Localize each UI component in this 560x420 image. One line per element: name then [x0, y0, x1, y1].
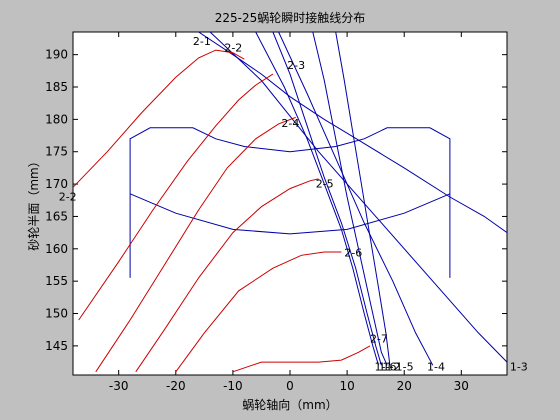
red-contact-line-2-6: [175, 251, 342, 373]
annotation-1-6: 1-6: [379, 360, 397, 373]
blue-line-wheel-outer-rim: [129, 127, 451, 278]
annotation-1-4: 1-4: [427, 360, 445, 373]
blue-line-contact-1-4: [278, 32, 434, 366]
red-contact-line-2-3: [78, 73, 274, 321]
blue-line-wheel-inner-arc: [129, 193, 451, 235]
annotation-2-4: 2-4: [281, 117, 299, 130]
x-tick-label: 0: [286, 379, 294, 393]
x-tick-label: 30: [454, 379, 469, 393]
series-layer: [73, 32, 507, 373]
y-axis-label: 砂轮半面（mm）: [27, 155, 41, 250]
axis-ticks: -30 -20 -10 0 10 20 30 145 150 155 160 165 170 175 180…: [45, 32, 507, 393]
y-tick-label: 155: [45, 274, 68, 288]
x-tick-label: 10: [339, 379, 354, 393]
blue-line-contact-upper-envelope: [198, 32, 507, 234]
annotation-1-2: 1-2: [383, 360, 401, 373]
x-tick-label: 20: [397, 379, 412, 393]
y-tick-label: 170: [45, 177, 68, 191]
plot-area: [72, 31, 508, 376]
blue-line-contact-1-6: [335, 32, 391, 366]
blue-line-contact-1-5: [312, 32, 388, 366]
chart-title: 225-25蜗轮瞬时接触线分布: [215, 10, 366, 25]
annotation-1-3: 1-3: [510, 360, 528, 373]
annotation-2-2: 2-2: [59, 190, 77, 203]
red-contact-line-2-7: [232, 345, 371, 373]
annotation-2-7: 2-7: [370, 333, 388, 346]
x-axis-label: 蜗轮轴向（mm）: [242, 397, 337, 412]
annotation-2-2: 2-2: [224, 41, 242, 54]
red-contact-line-2-5: [135, 178, 319, 373]
y-tick-label: 175: [45, 145, 68, 159]
x-tick-label: -30: [109, 379, 129, 393]
x-tick-label: -20: [166, 379, 186, 393]
y-tick-label: 150: [45, 307, 68, 321]
y-tick-label: 160: [45, 242, 68, 256]
y-tick-label: 185: [45, 80, 68, 94]
red-contact-line-2-4: [95, 116, 296, 373]
annotation-2-6: 2-6: [344, 247, 362, 260]
annotation-1-5: 1-5: [396, 360, 414, 373]
annotation-2-3: 2-3: [287, 59, 305, 72]
annotation-2-5: 2-5: [316, 177, 334, 190]
x-tick-label: -10: [223, 379, 243, 393]
blue-line-contact-1-1: [255, 32, 379, 366]
annotation-layer: 2-1 2-2 2-3 2-4 2-5 2-6 2-7 2-2 1-11-21-6 1-5 1-4 1…: [59, 35, 528, 374]
annotation-1-1: 1-1: [375, 360, 393, 373]
annotation-2-1: 2-1: [193, 35, 211, 48]
blue-line-contact-1-2: [272, 32, 382, 366]
y-tick-label: 180: [45, 112, 68, 126]
red-contact-line-2-1: [73, 49, 245, 188]
y-tick-label: 145: [45, 339, 68, 353]
y-tick-label: 165: [45, 209, 68, 223]
blue-line-contact-1-3: [209, 32, 507, 363]
y-tick-label: 190: [45, 48, 68, 62]
